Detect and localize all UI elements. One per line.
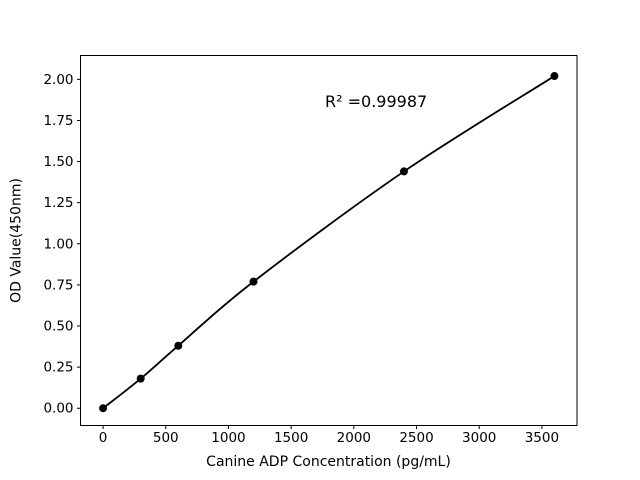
- x-tick-label: 3500: [525, 430, 559, 446]
- data-point-marker: [550, 72, 559, 81]
- y-tick-label: 1.00: [43, 236, 73, 252]
- y-axis-ticks: 0.00 0.25 0.50 0.75 1.00 1.25 1.50 1.75 2.00: [43, 72, 81, 417]
- y-tick-label: 0.00: [43, 401, 73, 417]
- data-point-marker: [399, 167, 408, 176]
- x-axis-label: Canine ADP Concentration (pg/mL): [206, 454, 451, 470]
- x-tick-label: 3000: [462, 430, 496, 446]
- y-tick-label: 0.75: [43, 277, 73, 293]
- y-tick-label: 2.00: [43, 72, 73, 88]
- fit-curve: [102, 75, 555, 409]
- y-tick-label: 1.50: [43, 154, 73, 170]
- r-squared-annotation: R² =0.99987: [325, 92, 427, 111]
- y-tick-label: 1.75: [43, 113, 73, 129]
- x-tick-label: 2000: [337, 430, 371, 446]
- data-point-marker: [136, 374, 145, 383]
- x-tick-label: 0: [99, 430, 108, 446]
- y-axis-label: OD Value(450nm): [9, 178, 25, 303]
- x-tick-label: 1000: [211, 430, 245, 446]
- data-point-marker: [174, 341, 183, 350]
- x-axis-ticks: 0 500 1000 1500 2000 2500 3000 3500: [99, 425, 559, 446]
- x-tick-label: 1500: [274, 430, 308, 446]
- y-tick-label: 1.25: [43, 195, 73, 211]
- x-tick-label: 500: [153, 430, 179, 446]
- y-tick-label: 0.25: [43, 360, 73, 376]
- data-point-marker: [249, 277, 258, 286]
- y-tick-label: 0.50: [43, 319, 73, 335]
- data-point-marker: [99, 404, 108, 413]
- axes-frame: [80, 55, 578, 426]
- data-points: [99, 72, 559, 413]
- x-tick-label: 2500: [399, 430, 433, 446]
